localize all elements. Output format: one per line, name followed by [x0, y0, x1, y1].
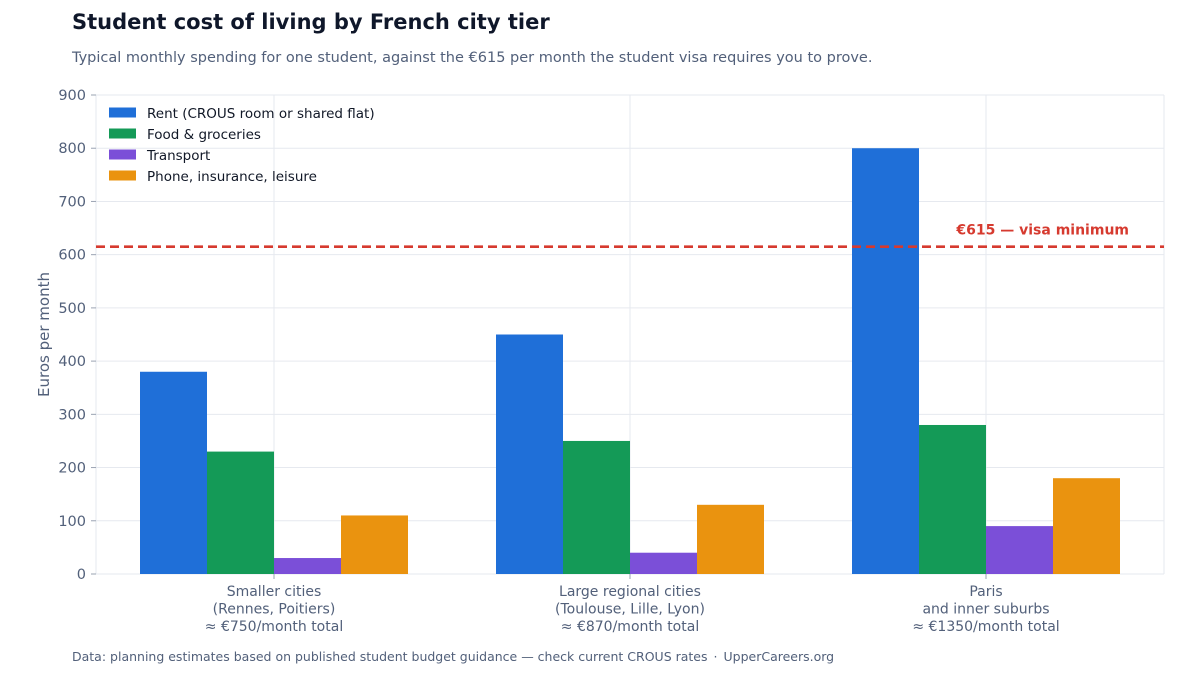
bar: [274, 558, 341, 574]
chart-subtitle: Typical monthly spending for one student…: [72, 50, 873, 66]
legend-swatch: [109, 128, 136, 139]
footer-brand: UpperCareers.org: [723, 649, 835, 664]
x-tick-label: Large regional cities (Toulouse, Lille, L…: [555, 584, 705, 635]
y-axis-label: Euros per month: [35, 272, 53, 397]
x-tick-label-line: (Rennes, Poitiers): [213, 602, 336, 618]
x-tick-label-line: and inner suburbs: [922, 602, 1049, 618]
y-tick-label: 500: [58, 301, 86, 317]
y-tick-label: 0: [77, 567, 86, 583]
bar: [207, 451, 274, 574]
y-tick-label: 300: [58, 407, 86, 423]
bar: [630, 552, 697, 574]
x-tick-label-line: Paris: [969, 584, 1002, 600]
footer: Data: planning estimates based on publis…: [72, 649, 834, 664]
legend-label: Food & groceries: [147, 127, 261, 143]
footer-separator: ·: [713, 649, 718, 664]
y-tick-label: 700: [58, 194, 86, 210]
bar: [697, 504, 764, 574]
bar: [496, 334, 563, 574]
y-tick-label: 100: [58, 514, 86, 530]
axes: 0 100 200 300 400 500 600 700 800 900 Smaller citi…: [35, 88, 1060, 635]
y-tick-label: 800: [58, 141, 86, 157]
legend-swatch: [109, 170, 136, 181]
x-tick-label: Paris and inner suburbs ≈ €1350/month tota…: [912, 584, 1059, 635]
legend-label: Transport: [146, 148, 210, 164]
bar: [140, 371, 207, 574]
x-tick-label-line: ≈ €1350/month total: [912, 619, 1059, 635]
x-tick-label-line: ≈ €870/month total: [561, 619, 699, 635]
legend-label: Rent (CROUS room or shared flat): [147, 106, 375, 122]
y-tick-label: 600: [58, 248, 86, 264]
y-tick-label: 200: [58, 461, 86, 477]
legend-swatch: [109, 107, 136, 118]
bar: [341, 515, 408, 574]
chart-title: Student cost of living by French city ti…: [72, 10, 550, 34]
bars: [140, 148, 1120, 574]
footer-source: Data: planning estimates based on publis…: [72, 649, 708, 664]
x-tick-label: Smaller cities (Rennes, Poitiers) ≈ €750/m…: [205, 584, 343, 635]
bar: [852, 148, 919, 574]
reference-line-group: €615 — visa minimum: [96, 223, 1164, 248]
bar: [563, 440, 630, 574]
legend-swatch: [109, 149, 136, 160]
legend: Rent (CROUS room or shared flat) Food & g…: [109, 106, 375, 185]
bar: [1053, 478, 1120, 574]
y-tick-label: 900: [58, 88, 86, 104]
x-tick-label-line: Smaller cities: [227, 584, 322, 600]
y-tick-label: 400: [58, 354, 86, 370]
legend-label: Phone, insurance, leisure: [147, 169, 317, 185]
bar: [919, 424, 986, 574]
x-tick-label-line: (Toulouse, Lille, Lyon): [555, 602, 705, 618]
x-tick-label-line: Large regional cities: [559, 584, 701, 600]
bar: [986, 526, 1053, 574]
visa-minimum-label: €615 — visa minimum: [955, 223, 1129, 239]
x-tick-label-line: ≈ €750/month total: [205, 619, 343, 635]
